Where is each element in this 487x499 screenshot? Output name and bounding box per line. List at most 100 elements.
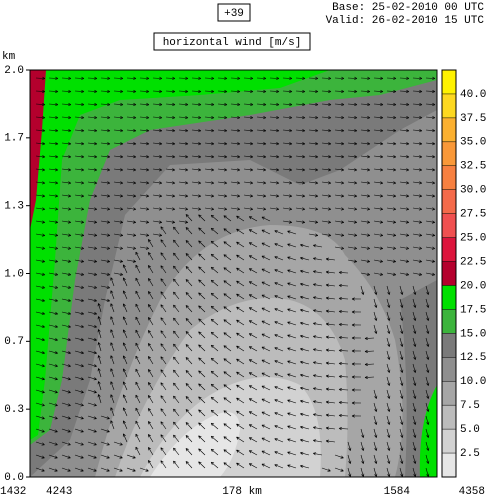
wind-arrow	[35, 441, 45, 446]
wind-arrow	[295, 89, 306, 93]
wind-arrow	[261, 229, 271, 235]
wind-arrow	[126, 115, 137, 120]
wind-arrow	[300, 360, 310, 365]
wind-arrow	[325, 361, 336, 365]
colorbar-band	[442, 141, 456, 166]
wind-arrow	[236, 332, 245, 339]
wind-arrow	[274, 438, 284, 443]
wind-arrow	[274, 321, 284, 326]
wind-arrow	[412, 233, 423, 237]
wind-arrow	[191, 155, 202, 159]
wind-arrow	[338, 375, 349, 379]
colorbar-band	[442, 405, 456, 430]
wind-arrow	[135, 394, 141, 404]
chart-title: horizontal wind [m/s]	[163, 37, 302, 49]
wind-arrow	[308, 168, 319, 172]
y-tick-label: 0.3	[4, 404, 24, 416]
wind-arrow	[152, 155, 163, 159]
wind-arrow	[334, 102, 345, 107]
wind-arrow	[373, 285, 378, 295]
wind-arrow	[351, 297, 362, 301]
base-time: Base: 25-02-2010 00 UTC	[332, 2, 484, 14]
wind-arrow	[204, 168, 215, 172]
wind-arrow	[198, 279, 206, 287]
wind-arrow	[256, 142, 267, 146]
wind-arrow	[48, 102, 59, 107]
wind-arrow	[160, 356, 167, 365]
wind-arrow	[210, 240, 219, 248]
wind-arrow	[334, 454, 344, 459]
wind-arrow	[74, 454, 84, 459]
y-tick-label: 2.0	[4, 65, 24, 77]
wind-arrow	[35, 155, 46, 159]
wind-arrow	[347, 467, 352, 477]
wind-arrow	[87, 337, 97, 342]
wind-arrow	[287, 373, 297, 378]
wind-arrow	[274, 269, 284, 274]
wind-arrow	[74, 285, 84, 289]
wind-arrow	[236, 215, 245, 222]
wind-arrow	[425, 246, 436, 250]
wind-arrow	[287, 425, 297, 430]
wind-arrow	[300, 373, 310, 378]
wind-arrow	[87, 194, 98, 198]
wind-arrow	[160, 395, 167, 404]
wind-arrow	[373, 246, 384, 250]
wind-arrow	[48, 350, 58, 355]
wind-arrow	[287, 360, 297, 365]
wind-arrow	[282, 207, 293, 211]
colorbar-label: 27.5	[460, 209, 486, 221]
wind-arrow	[35, 115, 46, 120]
wind-arrow	[35, 207, 46, 211]
wind-arrow	[74, 194, 85, 198]
wind-arrow	[210, 227, 219, 235]
wind-arrow	[325, 296, 336, 300]
wind-arrow	[334, 168, 345, 172]
wind-arrow	[412, 363, 417, 373]
wind-arrow	[122, 394, 128, 404]
wind-arrow	[312, 426, 323, 430]
wind-arrow	[87, 376, 97, 381]
wind-arrow	[100, 259, 111, 263]
wind-arrow	[351, 362, 362, 366]
wind-arrow	[87, 168, 98, 172]
wind-arrow	[74, 246, 85, 250]
wind-arrow	[35, 298, 45, 302]
wind-arrow	[287, 308, 297, 313]
colorbar-label: 35.0	[460, 137, 486, 149]
wind-arrow	[347, 181, 358, 185]
wind-arrow	[148, 395, 154, 404]
wind-arrow	[256, 102, 267, 107]
wind-arrow	[61, 259, 72, 263]
wind-arrow	[386, 324, 391, 334]
wind-arrow	[256, 89, 267, 93]
wind-arrow	[48, 207, 59, 211]
wind-arrow	[334, 194, 345, 198]
wind-arrow	[308, 155, 319, 159]
wind-arrow	[35, 76, 46, 80]
wind-arrow	[230, 181, 241, 185]
wind-arrow	[100, 298, 110, 302]
wind-arrow	[122, 407, 128, 417]
wind-arrow	[122, 303, 128, 313]
wind-arrow	[364, 349, 375, 353]
wind-arrow	[74, 155, 85, 159]
wind-arrow	[399, 415, 404, 425]
wind-arrow	[308, 76, 319, 80]
wind-arrow	[173, 330, 180, 339]
wind-arrow	[152, 168, 163, 172]
wind-arrow	[204, 155, 215, 159]
wind-arrow	[35, 415, 45, 420]
wind-arrow	[261, 294, 271, 300]
colorbar-label: 22.5	[460, 256, 486, 268]
wind-arrow	[35, 428, 45, 433]
wind-arrow	[223, 462, 232, 469]
wind-arrow	[74, 324, 84, 329]
wind-arrow	[198, 253, 206, 261]
wind-arrow	[152, 102, 163, 107]
wind-arrow	[425, 181, 436, 185]
wind-arrow	[48, 376, 58, 381]
wind-arrow	[230, 155, 241, 159]
wind-arrow	[61, 76, 72, 80]
wind-arrow	[217, 194, 228, 198]
